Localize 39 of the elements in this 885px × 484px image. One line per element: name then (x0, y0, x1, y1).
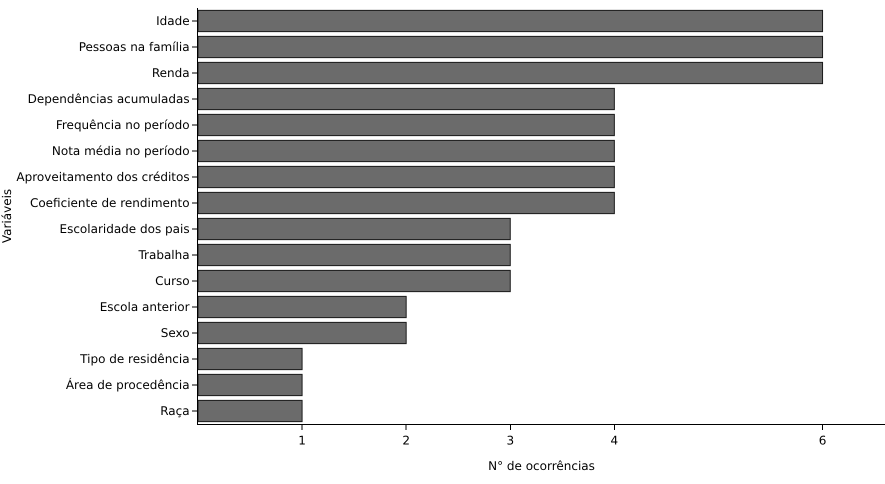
bar (198, 400, 303, 422)
y-tick-label: Coeficiente de rendimento (30, 196, 190, 210)
bar (198, 62, 824, 84)
bar (198, 140, 615, 162)
y-tick-label: Área de procedência (66, 377, 190, 392)
x-tick-label: 1 (298, 433, 306, 448)
x-tick-label: 6 (818, 433, 826, 448)
x-tick-label: 3 (506, 433, 514, 448)
y-tick-label: Aproveitamento dos créditos (16, 170, 190, 184)
y-tick-label: Frequência no período (56, 118, 190, 132)
x-tick-label: 4 (610, 433, 618, 448)
y-tick-label: Curso (155, 274, 190, 288)
bar (198, 374, 303, 396)
y-tick-label: Escolaridade dos pais (59, 222, 190, 236)
y-tick-label: Dependências acumuladas (28, 92, 190, 106)
bar (198, 114, 615, 136)
bar (198, 192, 615, 214)
bar (198, 348, 303, 370)
bar (198, 218, 511, 240)
bar (198, 322, 407, 344)
bar (198, 36, 824, 58)
y-tick-label: Nota média no período (52, 144, 190, 158)
bar (198, 244, 511, 266)
y-axis-title: Variáveis (0, 188, 14, 244)
bar (198, 296, 407, 318)
y-tick-label: Raça (160, 404, 190, 418)
y-tick-label: Pessoas na família (78, 40, 190, 54)
y-tick-label: Trabalha (137, 248, 190, 262)
y-tick-label: Sexo (160, 326, 190, 340)
y-tick-label: Renda (152, 66, 190, 80)
bar (198, 10, 824, 32)
x-axis-title: N° de ocorrências (488, 459, 595, 473)
bar (198, 166, 615, 188)
y-tick-label: Escola anterior (100, 300, 190, 314)
y-tick-label: Tipo de residência (79, 352, 190, 366)
bar (198, 88, 615, 110)
y-tick-label: Idade (156, 14, 190, 28)
bar (198, 270, 511, 292)
x-tick-label: 2 (402, 433, 410, 448)
